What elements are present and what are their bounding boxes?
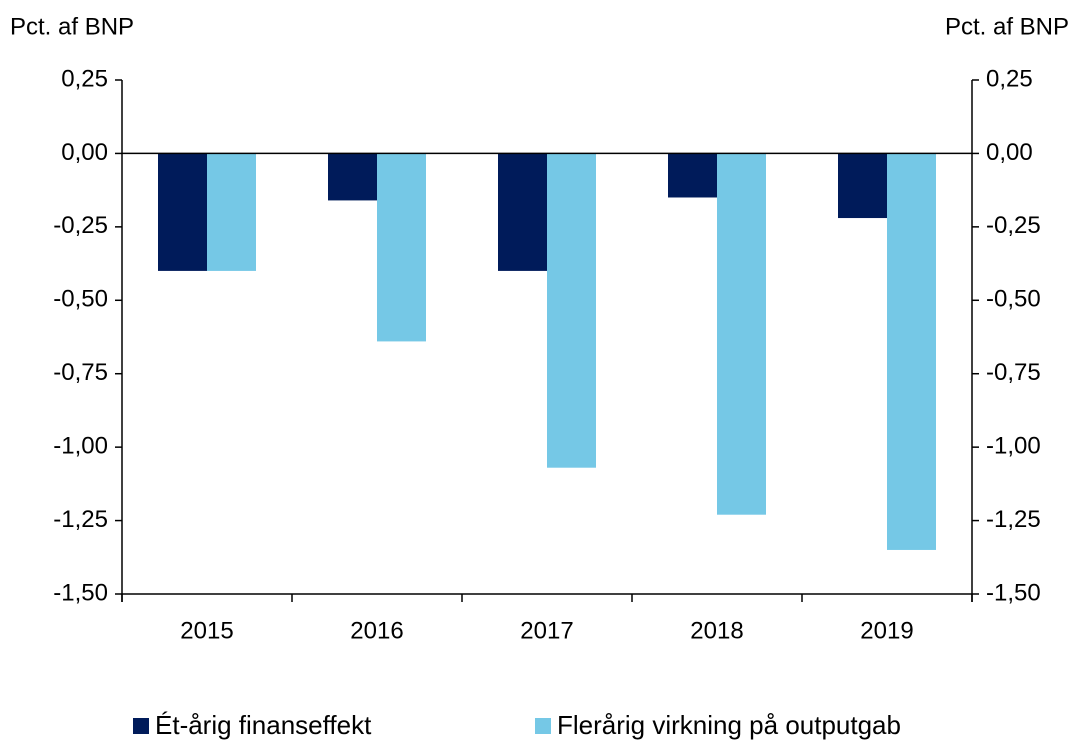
y2-tick-label: -1,00 [986, 432, 1041, 459]
y2-axis-label: Pct. af BNP [945, 13, 1069, 40]
bar [717, 153, 766, 515]
y-tick-label: -1,25 [53, 506, 108, 533]
bar [668, 153, 717, 198]
y-tick-label: -0,75 [53, 359, 108, 386]
y-tick-label: 0,25 [61, 65, 108, 92]
bar [207, 153, 256, 271]
legend-swatch [535, 718, 551, 734]
legend-label: Ét-årig finanseffekt [155, 710, 372, 740]
y2-tick-label: -1,50 [986, 579, 1041, 606]
bar [498, 153, 547, 271]
bar [547, 153, 596, 468]
x-tick-label: 2019 [860, 617, 913, 644]
x-tick-label: 2017 [520, 617, 573, 644]
y-tick-label: -1,00 [53, 432, 108, 459]
y2-tick-label: 0,00 [986, 139, 1033, 166]
bar [158, 153, 207, 271]
x-tick-label: 2015 [180, 617, 233, 644]
legend-swatch [133, 718, 149, 734]
y-tick-label: -0,50 [53, 286, 108, 313]
bar [887, 153, 936, 550]
y2-tick-label: -0,75 [986, 359, 1041, 386]
y2-tick-label: -1,25 [986, 506, 1041, 533]
y2-tick-label: 0,25 [986, 65, 1033, 92]
y-axis-label: Pct. af BNP [10, 13, 134, 40]
legend-label: Flerårig virkning på outputgab [557, 710, 901, 740]
x-tick-label: 2016 [350, 617, 403, 644]
bar [328, 153, 377, 201]
y-tick-label: 0,00 [61, 139, 108, 166]
y-tick-label: -1,50 [53, 579, 108, 606]
y2-tick-label: -0,50 [986, 286, 1041, 313]
x-tick-label: 2018 [690, 617, 743, 644]
bar [838, 153, 887, 219]
y2-tick-label: -0,25 [986, 212, 1041, 239]
bar [377, 153, 426, 342]
y-tick-label: -0,25 [53, 212, 108, 239]
